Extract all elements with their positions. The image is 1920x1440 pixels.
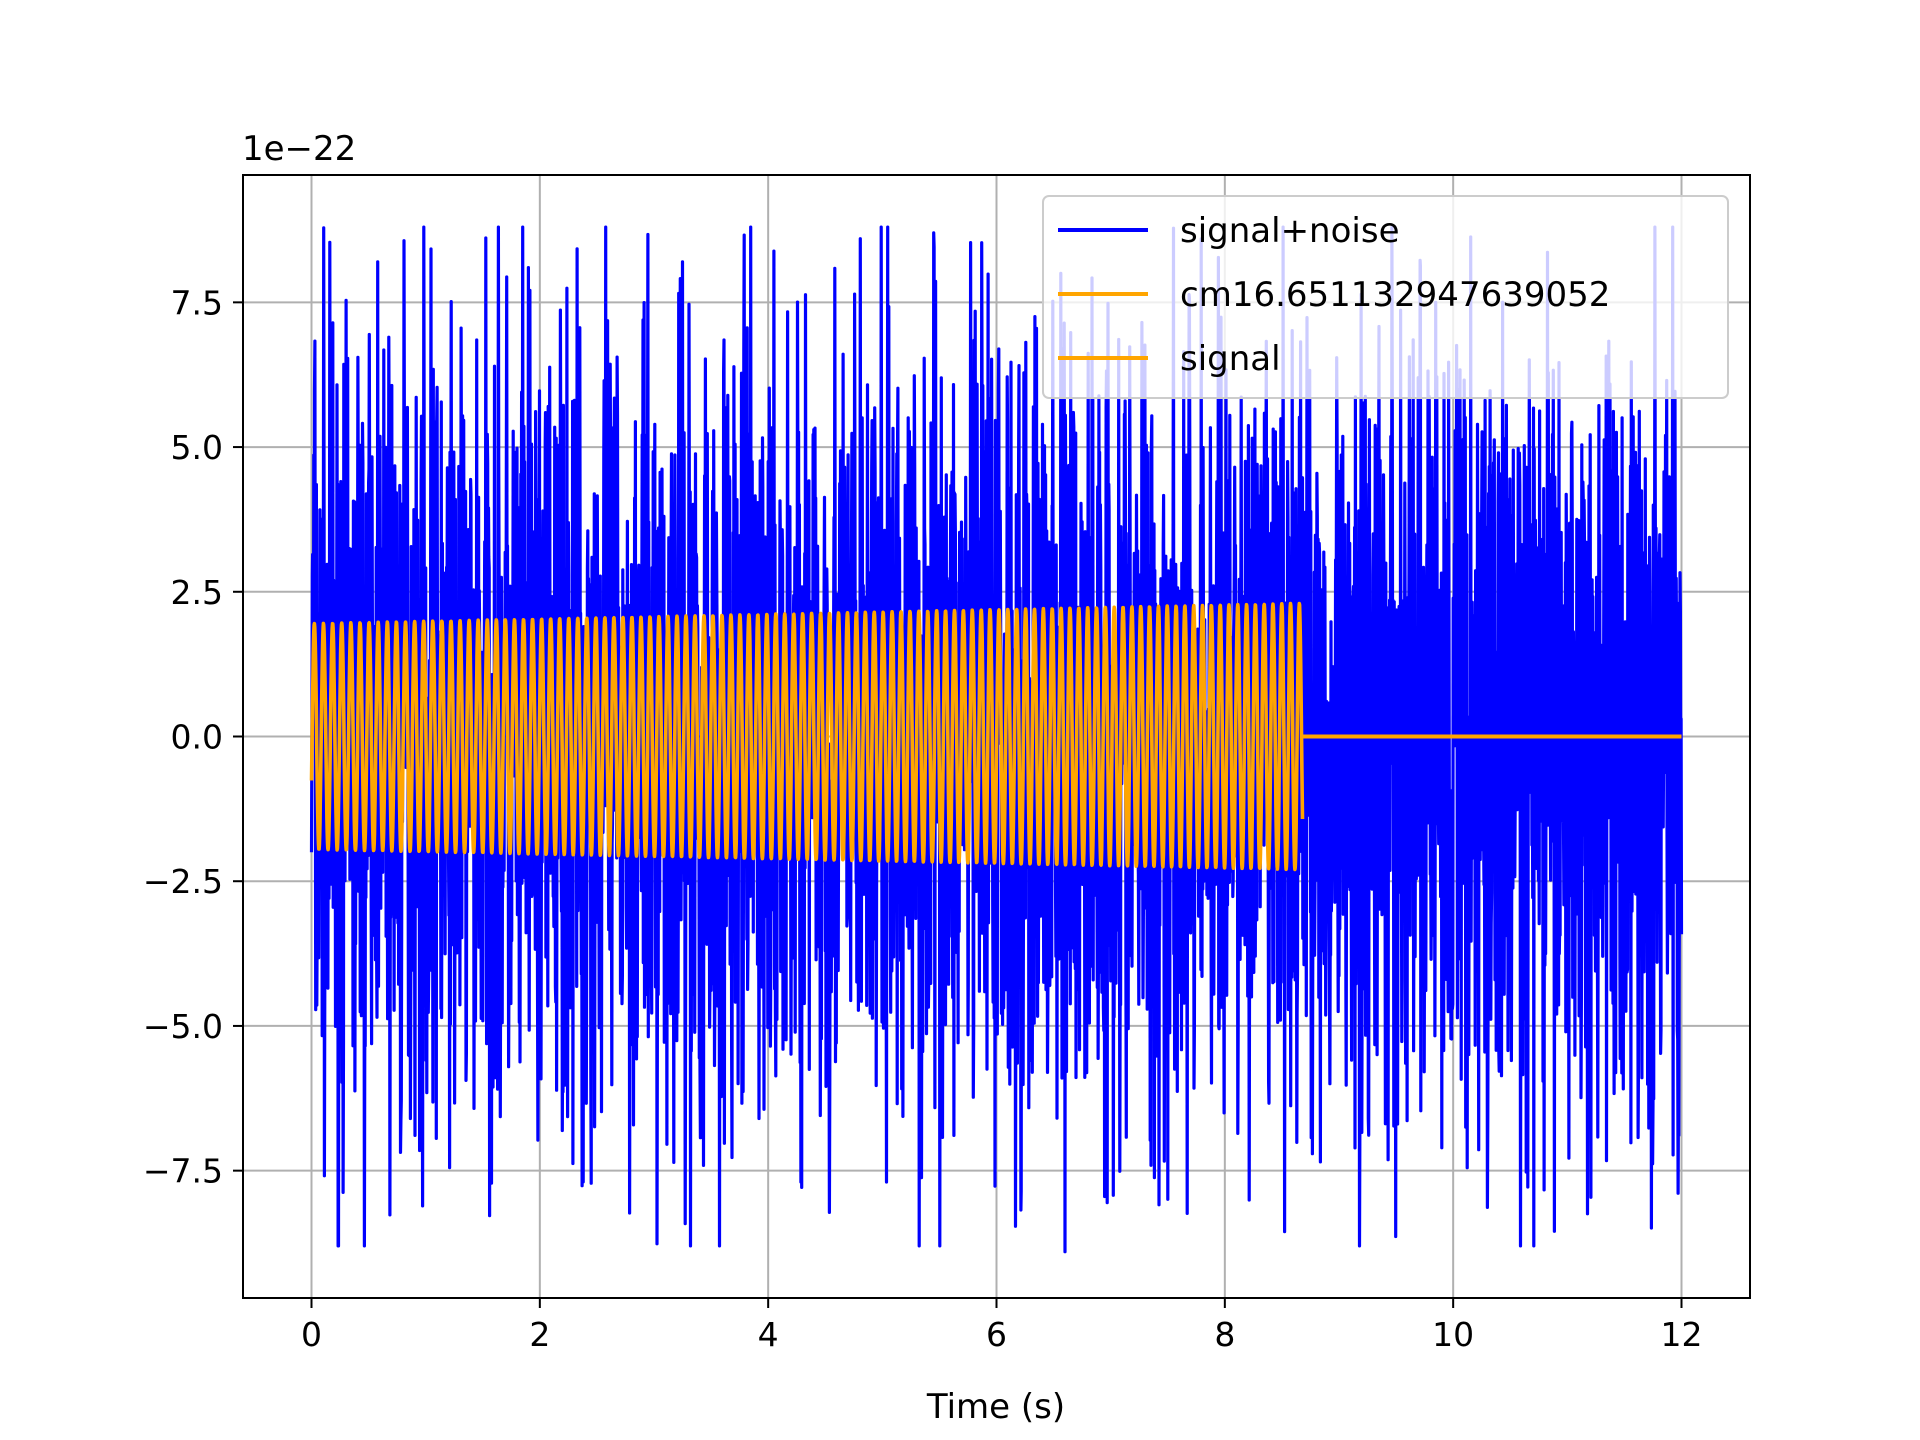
x-tick-label: 2: [529, 1315, 550, 1354]
series-layer: [309, 225, 1684, 1254]
legend-box: [1042, 195, 1729, 399]
y-tick-label: 2.5: [171, 573, 223, 612]
y-tick-label: −7.5: [143, 1152, 223, 1191]
x-tick-label: 10: [1432, 1315, 1474, 1354]
x-axis-label: Time (s): [926, 1387, 1065, 1427]
legend: signal+noise cm16.651132947639052 signal: [1042, 195, 1729, 399]
legend-label-signal-noise: signal+noise: [1180, 211, 1400, 251]
x-tick-label: 8: [1214, 1315, 1235, 1354]
legend-label-signal: signal: [1180, 339, 1281, 379]
y-tick-label: −5.0: [143, 1007, 223, 1046]
x-tick-label: 4: [758, 1315, 779, 1354]
y-tick-label: 7.5: [171, 283, 223, 322]
y-tick-label: 0.0: [171, 718, 223, 757]
x-tick-label: 12: [1661, 1315, 1703, 1354]
x-tick-label: 6: [986, 1315, 1007, 1354]
ticks: 0 2 4 6 8 10 12 −7.5 −5.0 −2.5 0.0 2.5 5.0 7.5: [143, 283, 1703, 1354]
legend-label-cm: cm16.651132947639052: [1180, 275, 1610, 315]
y-tick-label: 5.0: [171, 428, 223, 467]
series-cm-line: [309, 601, 1305, 872]
y-axis-scale-label: 1e−22: [242, 129, 356, 169]
x-tick-label: 0: [301, 1315, 322, 1354]
y-tick-label: −2.5: [143, 862, 223, 901]
